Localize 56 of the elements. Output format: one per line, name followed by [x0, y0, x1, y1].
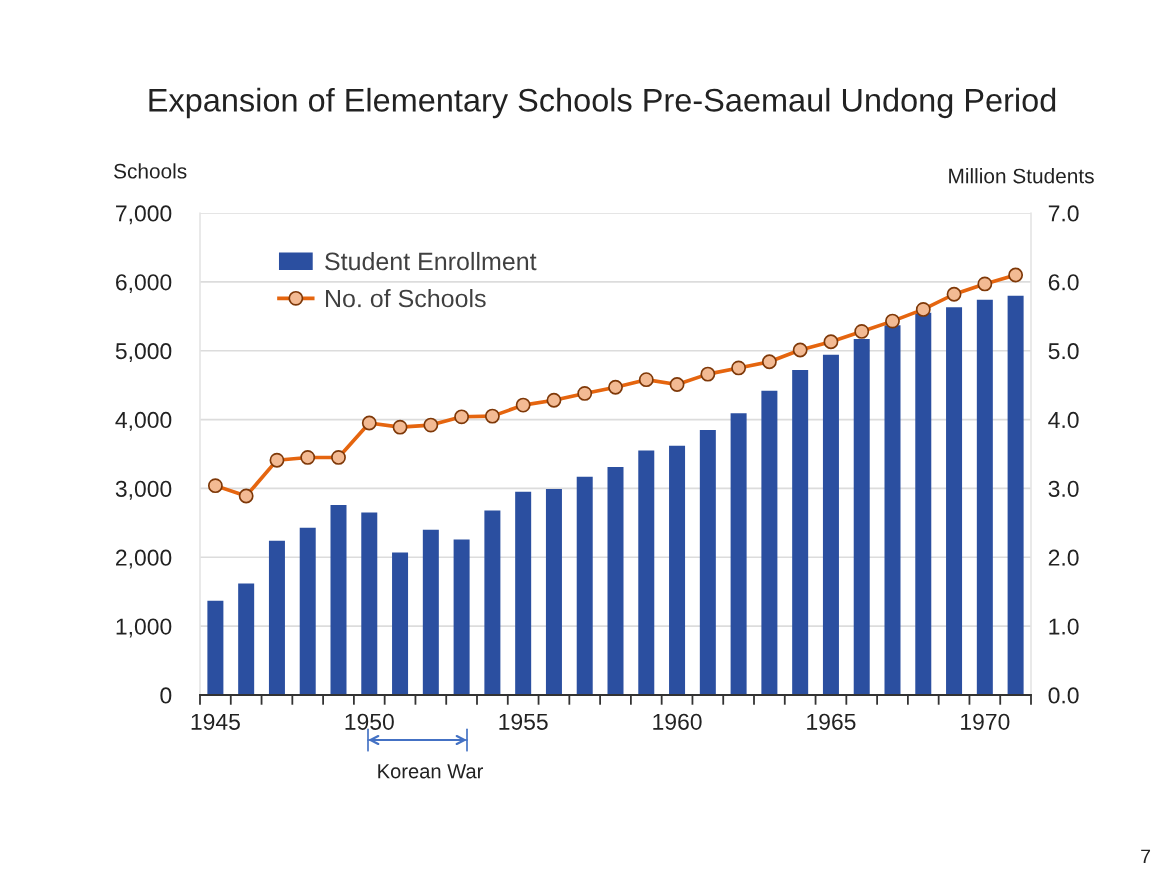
x-tick-label: 1970 — [961, 713, 1010, 730]
y-tick-label: 2,000 — [116, 549, 172, 569]
y2-tick-label: 3.0 — [1048, 480, 1079, 497]
y-tick-label: 1,000 — [116, 618, 172, 638]
legend-label: Student Enrollment — [325, 251, 537, 271]
bar — [330, 504, 347, 695]
bar — [976, 299, 993, 695]
legend-label: No. of Schools — [326, 288, 486, 308]
text: 7 — [1141, 849, 1151, 864]
bar — [607, 467, 624, 695]
bar — [699, 429, 716, 695]
bar — [915, 312, 932, 695]
y-axis-title: Schools — [114, 163, 187, 179]
y-tick-label: 7,000 — [116, 205, 172, 225]
bar — [576, 476, 593, 695]
bar — [884, 325, 901, 695]
bar — [422, 529, 439, 695]
bar — [1007, 295, 1024, 695]
y-tick-label: 4,000 — [115, 411, 172, 431]
y2-tick-label: 7.0 — [1048, 205, 1079, 222]
chart-title: Expansion of Elementary Schools Pre-Saemaul Undong Period — [149, 87, 1056, 119]
y-tick-label: 0 — [160, 687, 172, 704]
y-tick-label: 3,000 — [115, 480, 172, 500]
bar — [761, 390, 778, 695]
bar — [207, 600, 224, 695]
y2-tick-label: 4.0 — [1048, 411, 1079, 429]
bar — [268, 540, 285, 695]
y2-tick-label: 5.0 — [1048, 343, 1079, 360]
bar — [730, 413, 747, 695]
x-tick-label: 1955 — [499, 713, 548, 730]
y2-tick-label: 0.0 — [1048, 687, 1079, 704]
y-tick-label: 5,000 — [115, 343, 172, 362]
x-tick-label: 1950 — [345, 713, 394, 730]
bar — [515, 491, 532, 695]
y2-tick-label: 6.0 — [1048, 274, 1079, 291]
bar — [238, 583, 255, 695]
y-tick-label: 6,000 — [116, 274, 172, 294]
bar — [853, 339, 870, 695]
text: Korean War — [378, 764, 484, 779]
bar — [361, 512, 378, 695]
bar — [299, 527, 316, 695]
x-tick-label: 1945 — [191, 713, 240, 730]
bar — [946, 307, 963, 695]
y2-tick-label: 1.0 — [1049, 618, 1079, 635]
y2-axis-title: Million Students — [949, 168, 1094, 184]
x-tick-label: 1960 — [653, 713, 702, 730]
bar — [484, 510, 501, 695]
bar — [392, 552, 409, 695]
bar — [669, 445, 686, 695]
bar — [822, 354, 839, 695]
x-tick-label: 1965 — [807, 713, 856, 730]
bar — [453, 539, 470, 695]
bar — [792, 369, 809, 695]
bar — [638, 450, 655, 695]
bar — [545, 489, 562, 695]
y2-tick-label: 2.0 — [1048, 549, 1079, 566]
